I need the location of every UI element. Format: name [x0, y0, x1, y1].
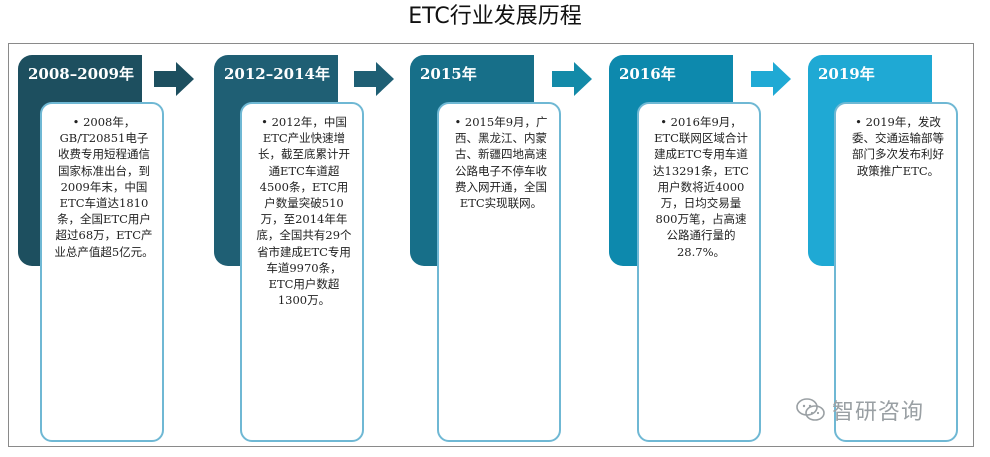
stage-text-2: • 2012年，中国ETC产业快速增长，截至底累计开通ETC车道超4500条，E… — [256, 115, 352, 308]
arrow-right-icon — [354, 62, 394, 96]
stage-card-5: • 2019年，发改委、交通运输部等部门多次发布利好政策推广ETC。 — [834, 102, 958, 442]
stage-label-4: 2016年 — [619, 65, 676, 83]
diagram-title: ETC行业发展历程 — [408, 4, 582, 29]
stage-card-3: • 2015年9月，广西、黑龙江、内蒙古、新疆四地高速公路电子不停车收费入网开通… — [437, 102, 561, 442]
stage-card-1: • 2008年，GB/T20851电子收费专用短程通信国家标准出台，到2009年… — [40, 102, 164, 442]
stage-label-1: 2008–2009年 — [28, 65, 134, 83]
stage-text-3: • 2015年9月，广西、黑龙江、内蒙古、新疆四地高速公路电子不停车收费入网开通… — [454, 115, 548, 211]
arrow-right-icon — [552, 62, 592, 96]
stage-label-3: 2015年 — [420, 65, 477, 83]
stage-text-4: • 2016年9月，ETC联网区域合计建成ETC专用车道达13291条，ETC用… — [653, 115, 749, 259]
diagram-frame — [8, 43, 974, 447]
stage-card-2: • 2012年，中国ETC产业快速增长，截至底累计开通ETC车道超4500条，E… — [240, 102, 364, 442]
watermark-text: 智研咨询 — [832, 400, 925, 425]
stage-label-5: 2019年 — [818, 65, 875, 83]
arrow-right-icon — [154, 62, 194, 96]
wechat-icon — [796, 398, 825, 421]
stage-text-1: • 2008年，GB/T20851电子收费专用短程通信国家标准出台，到2009年… — [54, 115, 154, 259]
stage-card-4: • 2016年9月，ETC联网区域合计建成ETC专用车道达13291条，ETC用… — [637, 102, 761, 442]
stage-text-5: • 2019年，发改委、交通运输部等部门多次发布利好政策推广ETC。 — [852, 115, 944, 178]
stage-label-2: 2012–2014年 — [224, 65, 330, 83]
arrow-right-icon — [751, 62, 791, 96]
watermark: 智研咨询 — [796, 391, 924, 429]
